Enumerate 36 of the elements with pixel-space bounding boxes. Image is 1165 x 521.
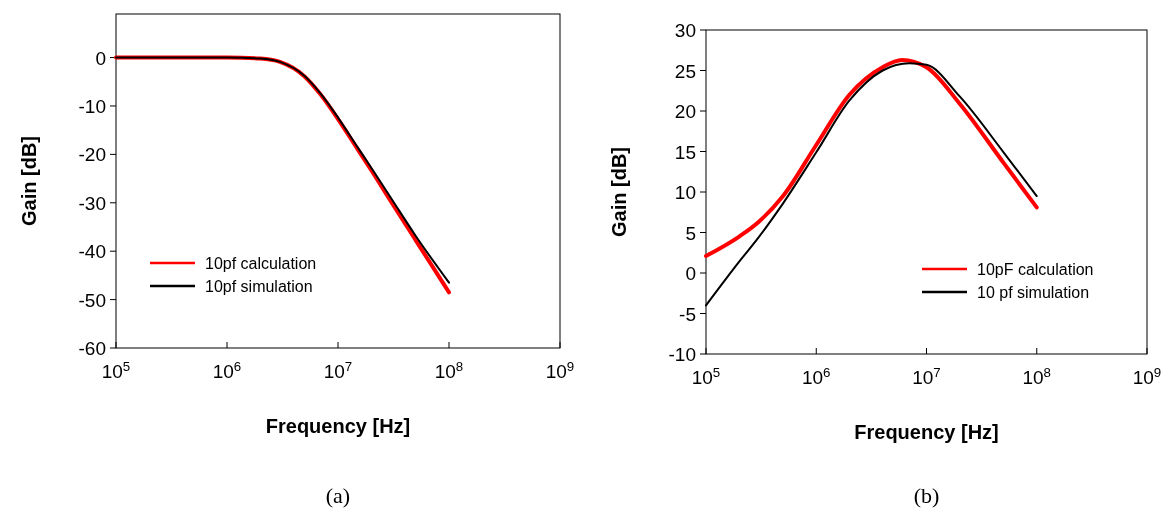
x-tick-label: 10$^{9}$ xyxy=(1132,364,1162,388)
y-tick-label: 15 xyxy=(674,141,696,163)
x-tick-label: 10$^{5}$ xyxy=(101,358,131,382)
x-tick-label: 10$^{6}$ xyxy=(801,364,831,388)
x-tick-label: 10$^{8}$ xyxy=(434,358,464,382)
legend-label: 10 pf simulation xyxy=(977,284,1090,301)
legend-label: 10pf simulation xyxy=(205,278,313,295)
y-axis-title: Gain [dB] xyxy=(18,136,40,226)
y-tick-label: -10 xyxy=(668,344,696,365)
text: (a) xyxy=(325,483,351,508)
x-tick-label: 10$^{9}$ xyxy=(545,358,575,382)
y-tick-label: -30 xyxy=(78,192,106,214)
y-tick-label: 30 xyxy=(674,20,696,41)
x-tick-label: 10$^{6}$ xyxy=(212,358,242,382)
x-tick-label: 10$^{8}$ xyxy=(1022,364,1052,388)
y-tick-label: -20 xyxy=(78,144,106,166)
y-tick-label: -40 xyxy=(78,241,106,263)
legend-label: 10pf calculation xyxy=(205,255,317,272)
x-tick-label: 10$^{5}$ xyxy=(691,364,721,388)
y-axis-title: Gain [dB] xyxy=(608,147,630,237)
x-axis-title: Frequency [Hz] xyxy=(265,415,411,437)
y-tick-label: 25 xyxy=(674,60,696,82)
y-tick-label: 5 xyxy=(685,222,696,244)
y-tick-label: 0 xyxy=(95,47,106,69)
legend-label: 10pF calculation xyxy=(977,261,1094,278)
y-tick-label: -10 xyxy=(78,95,106,117)
y-tick-label: 20 xyxy=(674,101,696,122)
x-axis-title: Frequency [Hz] xyxy=(854,421,999,443)
x-tick-label: 10$^{7}$ xyxy=(912,364,941,388)
y-tick-label: -50 xyxy=(78,289,106,311)
text: (b) xyxy=(913,483,940,508)
y-tick-label: -5 xyxy=(679,303,696,325)
y-tick-label: -60 xyxy=(78,338,106,359)
x-tick-label: 10$^{7}$ xyxy=(323,358,353,382)
y-tick-label: 0 xyxy=(685,263,696,284)
y-tick-label: 10 xyxy=(674,182,696,203)
